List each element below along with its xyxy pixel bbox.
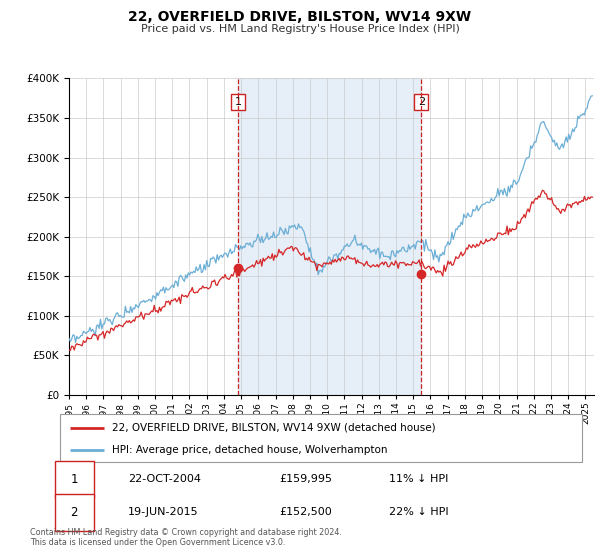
FancyBboxPatch shape (60, 414, 582, 462)
Text: 1: 1 (70, 473, 78, 486)
Bar (238, 78, 421, 395)
Text: £152,500: £152,500 (279, 507, 332, 517)
Text: 22-OCT-2004: 22-OCT-2004 (128, 474, 201, 484)
Text: Contains HM Land Registry data © Crown copyright and database right 2024.
This d: Contains HM Land Registry data © Crown c… (30, 528, 342, 548)
FancyBboxPatch shape (55, 494, 94, 530)
Text: 19-JUN-2015: 19-JUN-2015 (128, 507, 199, 517)
Text: 22, OVERFIELD DRIVE, BILSTON, WV14 9XW (detached house): 22, OVERFIELD DRIVE, BILSTON, WV14 9XW (… (112, 423, 436, 433)
Text: 1: 1 (235, 97, 241, 107)
FancyBboxPatch shape (55, 461, 94, 498)
Text: 2: 2 (418, 97, 425, 107)
Text: HPI: Average price, detached house, Wolverhampton: HPI: Average price, detached house, Wolv… (112, 445, 388, 455)
Text: 2: 2 (70, 506, 78, 519)
Text: £159,995: £159,995 (279, 474, 332, 484)
Text: 22, OVERFIELD DRIVE, BILSTON, WV14 9XW: 22, OVERFIELD DRIVE, BILSTON, WV14 9XW (128, 10, 472, 24)
Text: 11% ↓ HPI: 11% ↓ HPI (389, 474, 448, 484)
Text: Price paid vs. HM Land Registry's House Price Index (HPI): Price paid vs. HM Land Registry's House … (140, 24, 460, 34)
Text: 22% ↓ HPI: 22% ↓ HPI (389, 507, 448, 517)
